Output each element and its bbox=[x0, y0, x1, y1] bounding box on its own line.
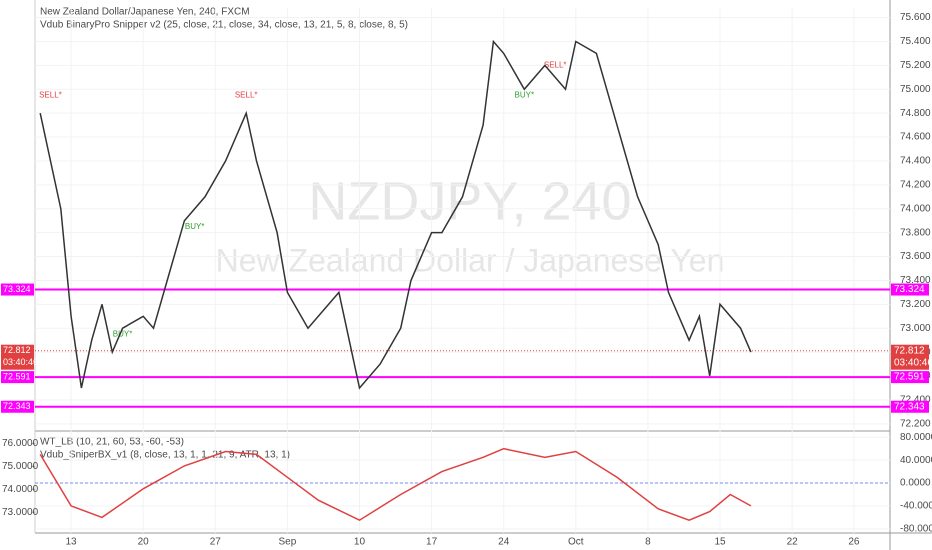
chart-title: New Zealand Dollar/Japanese Yen, 240, FX… bbox=[40, 7, 250, 18]
y-tick-label: 72.200 bbox=[900, 418, 931, 429]
level-label: 73.324 bbox=[3, 284, 31, 294]
x-tick-label: 22 bbox=[787, 537, 799, 548]
y2-tick-label: 74.0000 bbox=[2, 484, 39, 495]
x-tick-label: 13 bbox=[65, 537, 77, 548]
level-label: 72.343 bbox=[894, 401, 925, 412]
y-tick-label: 75.400 bbox=[900, 36, 931, 47]
y-tick-label: 74.200 bbox=[900, 179, 931, 190]
last-price-badge bbox=[1, 344, 34, 370]
y-tick-label: 73.600 bbox=[900, 251, 931, 262]
y-tick-label: 74.600 bbox=[900, 132, 931, 143]
y-tick-label: 74.400 bbox=[900, 156, 931, 167]
x-tick-label: 15 bbox=[714, 537, 726, 548]
y-tick-label: -40.0000 bbox=[900, 501, 932, 512]
signal-label: SELL* bbox=[39, 90, 62, 99]
x-tick-label: 10 bbox=[354, 537, 366, 548]
signal-label: BUY* bbox=[113, 329, 133, 338]
countdown: 03:40:46 bbox=[894, 357, 932, 368]
x-tick-label: 27 bbox=[210, 537, 222, 548]
x-tick-label: 24 bbox=[498, 537, 510, 548]
y-tick-label: 75.000 bbox=[900, 84, 931, 95]
x-tick-label: 17 bbox=[426, 537, 438, 548]
y-tick-label: -80.0000 bbox=[900, 523, 932, 534]
price-line bbox=[39, 39, 752, 390]
y-tick-label: 73.200 bbox=[900, 299, 931, 310]
y-tick-label: 73.400 bbox=[900, 275, 931, 286]
level-label: 72.343 bbox=[3, 401, 31, 411]
oscillator-title: WT_LB (10, 21, 60, 53, -60, -53) bbox=[40, 437, 184, 448]
level-badge bbox=[1, 371, 34, 384]
y-tick-label: 80.0000 bbox=[900, 432, 932, 443]
last-price-label: 72.812 bbox=[894, 345, 925, 356]
x-tick-label: 8 bbox=[645, 537, 651, 548]
y-tick-label: 73.800 bbox=[900, 227, 931, 238]
y-tick-label: 0.0000 bbox=[900, 478, 931, 489]
y-tick-label: 75.200 bbox=[900, 60, 931, 71]
y2-tick-label: 75.0000 bbox=[2, 461, 39, 472]
signal-label: SELL* bbox=[544, 60, 567, 69]
x-tick-label: Sep bbox=[278, 537, 296, 548]
last-price-label: 72.812 bbox=[3, 345, 31, 355]
y2-tick-label: 73.0000 bbox=[2, 507, 39, 518]
y-tick-label: 40.0000 bbox=[900, 455, 932, 466]
level-badge bbox=[1, 400, 34, 413]
level-label: 72.591 bbox=[894, 372, 925, 383]
x-tick-label: Oct bbox=[568, 537, 584, 548]
x-tick-label: 26 bbox=[848, 537, 860, 548]
countdown: 03:40:46 bbox=[3, 357, 38, 367]
signal-label: BUY* bbox=[185, 222, 205, 231]
y-tick-label: 74.000 bbox=[900, 203, 931, 214]
price-line bbox=[39, 447, 752, 522]
indicator-label: Vdub BinaryPro Snipper v2 (25, close, 21… bbox=[40, 20, 408, 31]
signal-label: SELL* bbox=[235, 90, 258, 99]
y-tick-label: 72.400 bbox=[900, 395, 931, 406]
y-tick-label: 74.800 bbox=[900, 108, 931, 119]
watermark-subtitle: New Zealand Dollar / Japanese Yen bbox=[216, 242, 725, 278]
last-price-badge bbox=[891, 344, 929, 370]
level-label: 72.591 bbox=[3, 371, 31, 381]
x-tick-label: 20 bbox=[138, 537, 150, 548]
level-badge bbox=[891, 371, 929, 384]
watermark: NZDJPY, 240 bbox=[308, 171, 631, 231]
oscillator-subtitle: Vdub_SniperBX_v1 (8, close, 13, 1, 1, 21… bbox=[40, 450, 290, 461]
signal-label: BUY* bbox=[515, 90, 535, 99]
level-label: 73.324 bbox=[894, 284, 925, 295]
y2-tick-label: 76.0000 bbox=[2, 438, 39, 449]
y-tick-label: 75.600 bbox=[900, 12, 931, 23]
level-badge bbox=[1, 283, 34, 296]
y-tick-label: 73.000 bbox=[900, 323, 931, 334]
level-badge bbox=[891, 283, 929, 296]
level-badge bbox=[891, 400, 929, 413]
